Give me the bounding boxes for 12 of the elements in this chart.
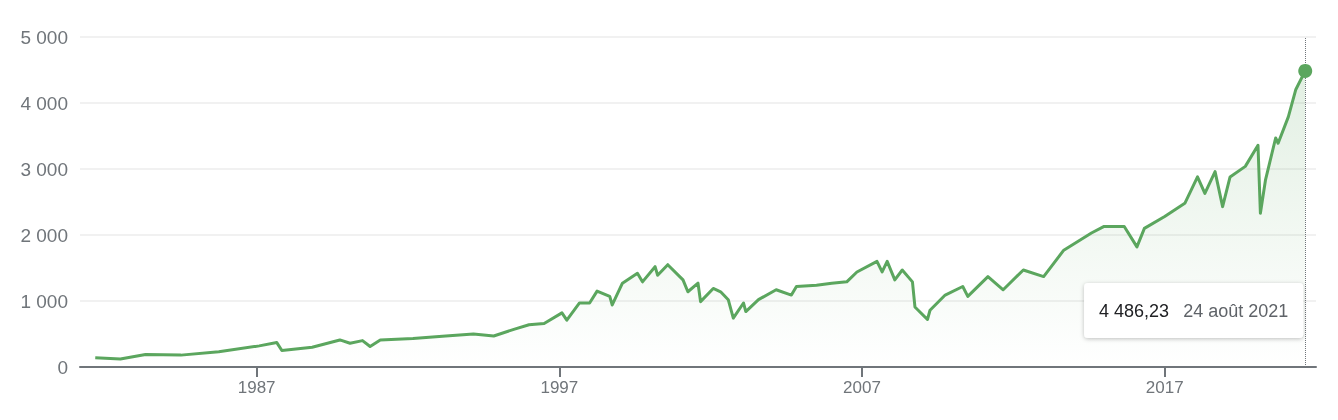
x-tick-label: 1987 <box>237 378 276 397</box>
x-tick-label: 1997 <box>540 378 579 397</box>
y-tick-label: 3 000 <box>20 158 68 180</box>
y-tick-label: 2 000 <box>20 224 68 246</box>
y-tick-label: 4 000 <box>20 92 68 114</box>
annotation: 24 août 2021 <box>1183 300 1289 321</box>
y-tick-label: 0 <box>57 356 68 378</box>
y-tick-label: 1 000 <box>20 290 68 312</box>
x-tick-label: 2007 <box>843 378 881 397</box>
y-tick-label: 5 000 <box>20 26 68 48</box>
x-tick-label: 2017 <box>1145 378 1184 397</box>
annotation: 4 486,23 <box>1099 300 1170 321</box>
